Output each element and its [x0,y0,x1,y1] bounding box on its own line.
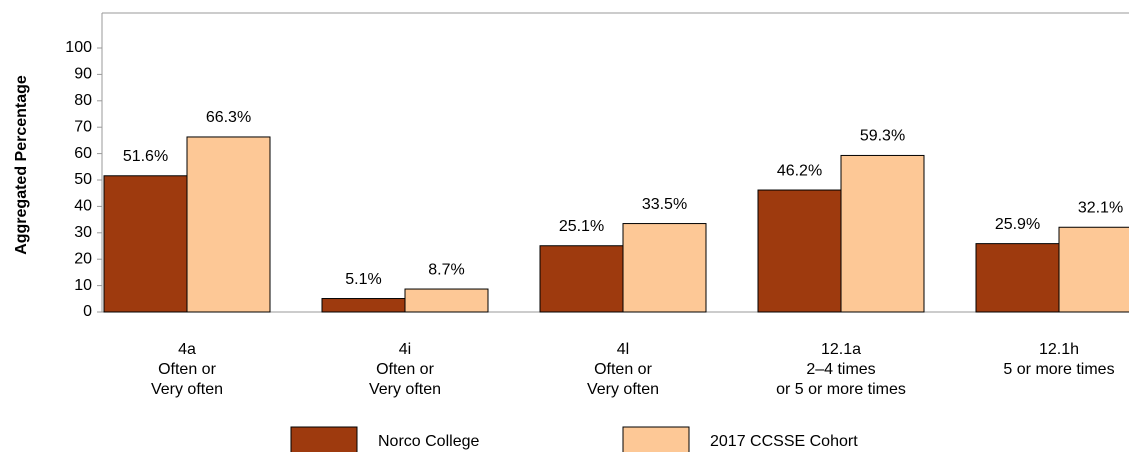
bar [1058,226,1129,313]
data-label: 25.9% [995,216,1040,233]
data-label: 8.7% [428,261,464,278]
bar [975,243,1060,313]
y-tick-label: 70 [74,118,92,135]
data-label: 5.1% [345,271,381,288]
legend-swatch [622,426,690,452]
y-tick-label: 40 [74,198,92,215]
y-tick-label: 50 [74,171,92,188]
bar [840,154,925,313]
x-tick-label: 12.1h [1039,341,1079,358]
x-tick-label: Often or [158,361,216,378]
x-tick-label: 4a [178,341,196,358]
data-label: 46.2% [777,162,822,179]
x-tick-label: or 5 or more times [776,381,906,398]
bar [321,298,406,313]
x-tick-label: Very often [151,381,223,398]
bar [404,288,489,313]
bar [186,136,271,313]
y-axis-label: Aggregated Percentage [13,75,30,255]
bar [622,223,707,313]
data-label: 51.6% [123,148,168,165]
legend-swatch [290,426,358,452]
bar [539,245,624,313]
y-tick-label: 30 [74,224,92,241]
y-tick-label: 90 [74,66,92,83]
y-tick-label: 0 [83,303,92,320]
x-tick-label: Often or [376,361,434,378]
x-tick-label: 2–4 times [806,361,875,378]
y-tick-label: 20 [74,250,92,267]
x-tick-label: Very often [369,381,441,398]
y-tick-label: 60 [74,145,92,162]
x-tick-label: 5 or more times [1003,361,1114,378]
data-label: 66.3% [206,109,251,126]
x-tick-label: 4i [399,341,411,358]
data-label: 25.1% [559,218,604,235]
bar [103,175,188,313]
x-tick-label: Often or [594,361,652,378]
y-tick-label: 10 [74,277,92,294]
bar [757,189,842,313]
data-label: 59.3% [860,128,905,145]
y-tick-label: 80 [74,92,92,109]
y-tick-label: 100 [65,39,92,56]
legend-label: Norco College [378,433,479,450]
data-label: 33.5% [642,196,687,213]
x-tick-label: 12.1a [821,341,861,358]
legend-label: 2017 CCSSE Cohort [710,433,858,450]
data-label: 32.1% [1078,199,1123,216]
x-tick-label: 4l [617,341,629,358]
x-tick-label: Very often [587,381,659,398]
